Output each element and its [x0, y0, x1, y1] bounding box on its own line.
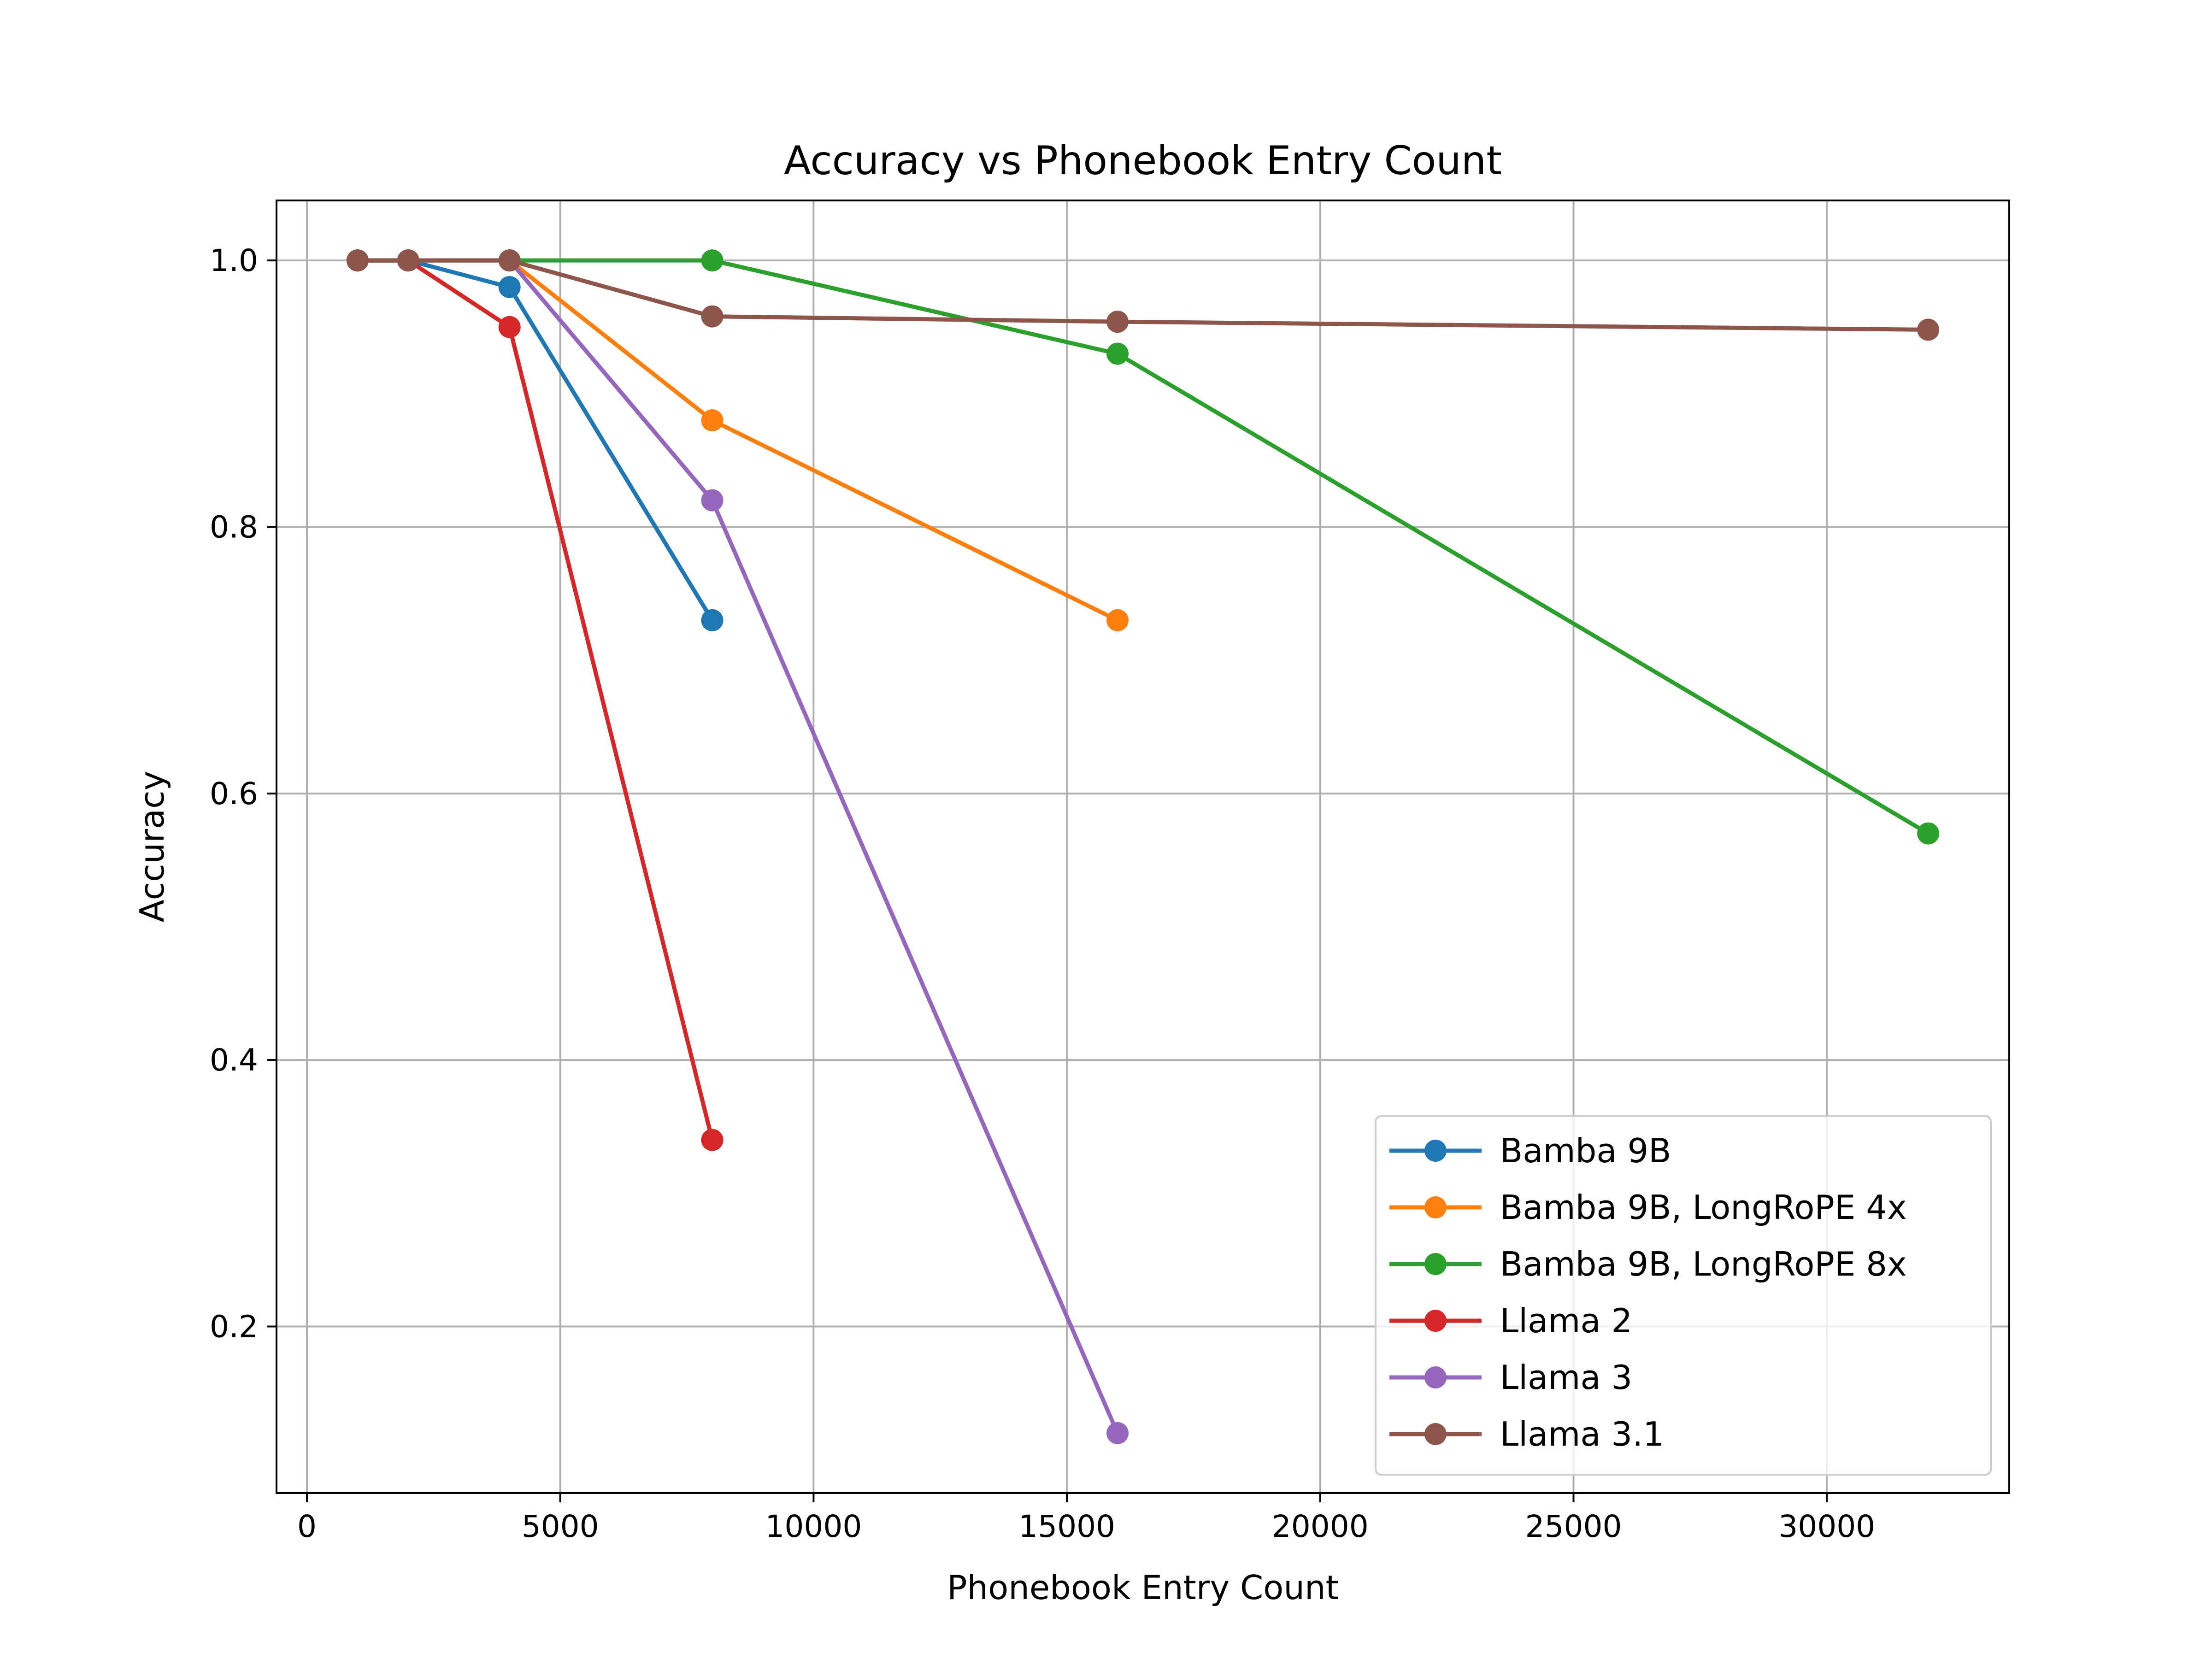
data-point — [498, 276, 521, 298]
data-point — [701, 609, 724, 631]
x-tick-label: 20000 — [1272, 1509, 1369, 1544]
axis-ticks: 0 5000 10000 15000 20000 25000 30000 0.2 0.4 0.6 0… — [210, 243, 1875, 1544]
y-tick-label: 1.0 — [210, 243, 258, 278]
legend-label: Llama 2 — [1500, 1301, 1632, 1340]
data-point — [1917, 822, 1940, 845]
x-tick-label: 15000 — [1018, 1509, 1115, 1544]
legend-label: Llama 3 — [1500, 1358, 1632, 1397]
legend-box — [1375, 1115, 1992, 1476]
data-point — [1106, 311, 1129, 333]
x-tick-label: 25000 — [1525, 1509, 1622, 1544]
grid — [276, 200, 2009, 1493]
legend-marker — [1424, 1310, 1447, 1332]
data-point — [701, 249, 724, 272]
legend-entry: Llama 2 — [1389, 1301, 1632, 1340]
y-tick-label: 0.4 — [210, 1042, 258, 1078]
data-point — [701, 489, 724, 512]
x-tick-label: 30000 — [1778, 1509, 1875, 1544]
legend-entry: Llama 3.1 — [1389, 1415, 1664, 1453]
y-tick-label: 0.8 — [210, 509, 258, 545]
legend-entry: Llama 3 — [1389, 1358, 1632, 1397]
legend-entry: Bamba 9B, LongRoPE 4x — [1389, 1188, 1907, 1227]
legend-label: Llama 3.1 — [1500, 1415, 1664, 1453]
legend-entry: Bamba 9B, LongRoPE 8x — [1389, 1245, 1907, 1283]
series-5 — [346, 249, 1940, 341]
legend-marker — [1424, 1366, 1447, 1388]
x-axis-label: Phonebook Entry Count — [947, 1568, 1339, 1607]
data-point — [1106, 342, 1129, 365]
data-point — [701, 1129, 724, 1151]
data-point — [498, 316, 521, 338]
data-point — [1106, 1422, 1129, 1444]
y-tick-label: 0.6 — [210, 776, 258, 812]
legend-label: Bamba 9B, LongRoPE 4x — [1500, 1188, 1907, 1227]
y-axis-label: Accuracy — [133, 771, 171, 923]
plot-frame — [276, 200, 2010, 1494]
series-group — [346, 249, 1940, 1444]
legend: Bamba 9B Bamba 9B, LongRoPE 4x Bamba 9B, L… — [1375, 1115, 1992, 1476]
x-tick-label: 5000 — [522, 1509, 599, 1544]
y-tick-label: 0.2 — [210, 1309, 258, 1345]
legend-entry: Bamba 9B — [1389, 1131, 1671, 1170]
chart-title: Accuracy vs Phonebook Entry Count — [784, 138, 1502, 184]
data-point — [1917, 318, 1940, 341]
legend-marker — [1424, 1140, 1447, 1162]
legend-marker — [1424, 1253, 1447, 1275]
legend-label: Bamba 9B, LongRoPE 8x — [1500, 1245, 1907, 1283]
data-point — [346, 249, 369, 272]
data-point — [397, 249, 419, 272]
data-point — [498, 249, 521, 272]
data-point — [701, 305, 724, 328]
legend-marker — [1424, 1423, 1447, 1445]
data-point — [1106, 609, 1129, 631]
data-point — [701, 409, 724, 432]
legend-label: Bamba 9B — [1500, 1131, 1671, 1170]
legend-marker — [1424, 1196, 1447, 1218]
x-tick-label: 10000 — [765, 1509, 862, 1544]
x-tick-label: 0 — [297, 1509, 317, 1544]
